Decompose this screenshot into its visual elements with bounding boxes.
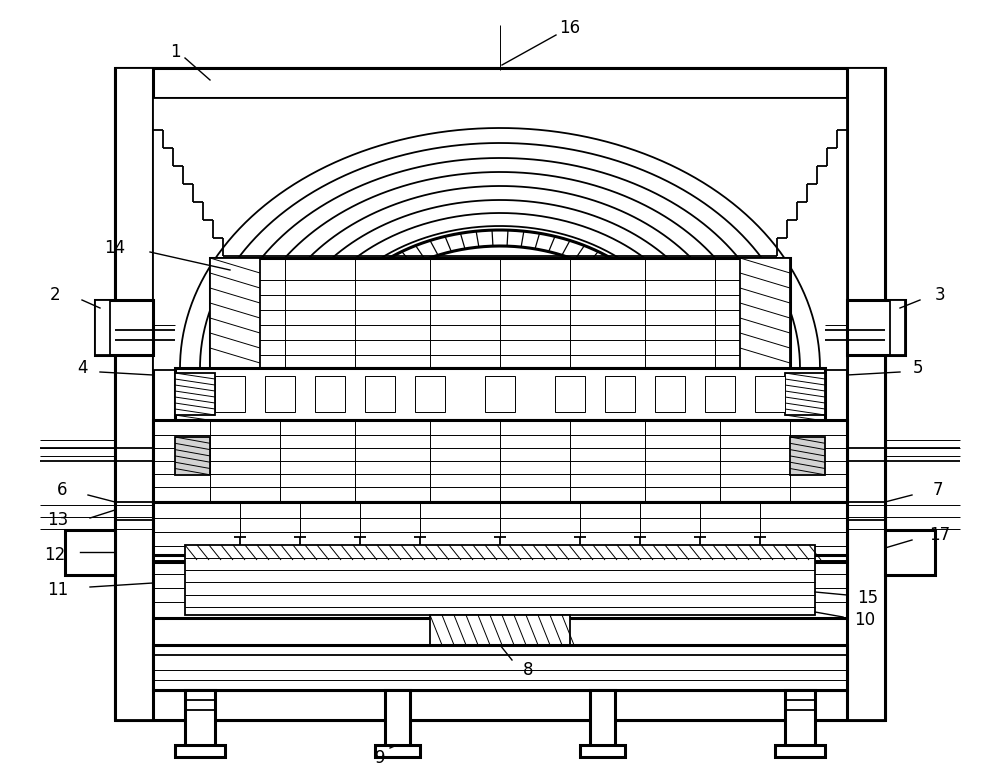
- Bar: [95, 300, 110, 355]
- Bar: [153, 98, 847, 370]
- Bar: [785, 690, 815, 750]
- Text: 3: 3: [935, 286, 945, 304]
- Bar: [153, 420, 847, 502]
- Text: 16: 16: [559, 19, 581, 37]
- Bar: [185, 545, 815, 615]
- Bar: [775, 745, 825, 757]
- Bar: [890, 300, 905, 355]
- Text: 11: 11: [47, 581, 69, 599]
- Text: 2: 2: [50, 286, 60, 304]
- Bar: [115, 68, 153, 720]
- Text: 17: 17: [929, 526, 951, 544]
- Bar: [210, 258, 790, 368]
- Text: 4: 4: [77, 359, 87, 377]
- Bar: [415, 376, 445, 412]
- Bar: [175, 745, 225, 757]
- Text: 14: 14: [104, 239, 126, 257]
- Text: 15: 15: [857, 589, 879, 607]
- Bar: [430, 615, 570, 645]
- Bar: [115, 68, 885, 720]
- Bar: [210, 258, 260, 368]
- Bar: [215, 376, 245, 412]
- Text: 6: 6: [57, 481, 67, 499]
- Bar: [365, 376, 395, 412]
- Text: 1: 1: [170, 43, 180, 61]
- Bar: [115, 68, 885, 98]
- Bar: [847, 68, 885, 720]
- Bar: [175, 368, 825, 420]
- Text: 13: 13: [47, 511, 69, 529]
- Bar: [755, 376, 785, 412]
- Text: 12: 12: [44, 546, 66, 564]
- Bar: [555, 376, 585, 412]
- Bar: [605, 376, 635, 412]
- Bar: [885, 530, 935, 575]
- Text: 8: 8: [523, 661, 533, 679]
- Bar: [790, 437, 825, 475]
- Bar: [590, 690, 615, 750]
- Bar: [385, 690, 410, 750]
- Bar: [175, 373, 215, 415]
- Bar: [580, 745, 625, 757]
- Bar: [847, 300, 905, 355]
- Bar: [485, 376, 515, 412]
- Text: 7: 7: [933, 481, 943, 499]
- Bar: [705, 376, 735, 412]
- Bar: [153, 502, 847, 618]
- Bar: [185, 690, 215, 750]
- Bar: [785, 373, 825, 415]
- Bar: [65, 530, 115, 575]
- Bar: [265, 376, 295, 412]
- Text: 9: 9: [375, 749, 385, 767]
- Bar: [153, 645, 847, 690]
- Bar: [175, 437, 210, 475]
- Text: 5: 5: [913, 359, 923, 377]
- Bar: [655, 376, 685, 412]
- Bar: [375, 745, 420, 757]
- Bar: [95, 300, 153, 355]
- Bar: [115, 690, 885, 720]
- Bar: [315, 376, 345, 412]
- Bar: [740, 258, 790, 368]
- Text: 10: 10: [854, 611, 876, 629]
